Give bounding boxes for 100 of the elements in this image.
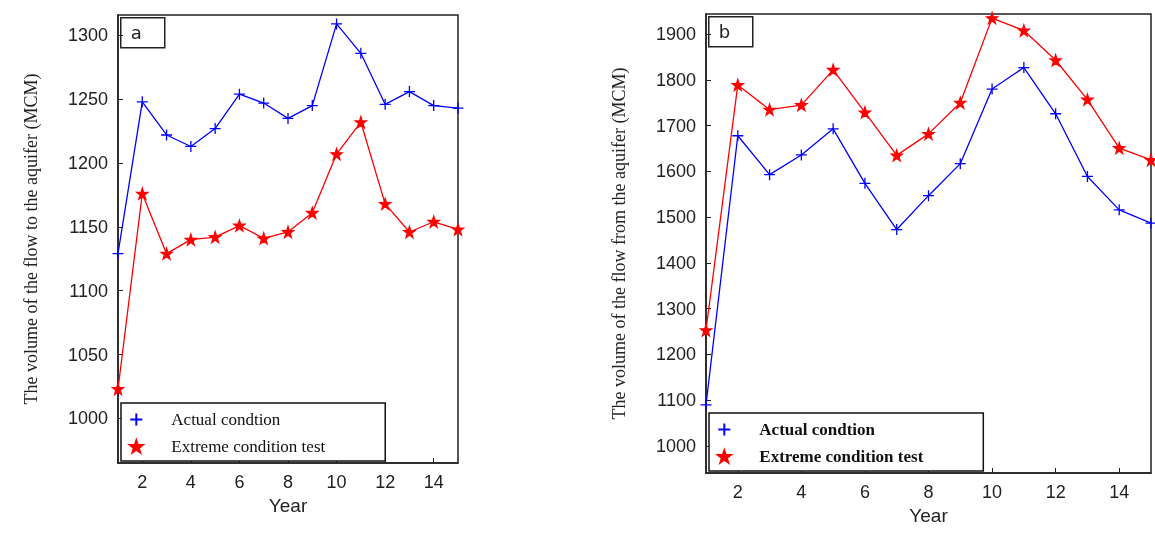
point — [985, 82, 999, 96]
point — [403, 225, 416, 239]
point — [858, 106, 872, 119]
x-tick-label: 14 — [1109, 482, 1130, 502]
point — [985, 11, 999, 25]
legend-label: Actual condtion — [171, 410, 281, 429]
point — [354, 116, 368, 129]
point — [699, 324, 713, 337]
y-tick-label: 1800 — [655, 69, 696, 90]
legend-label: Extreme condition test — [171, 437, 326, 456]
point — [1049, 107, 1062, 120]
x-tick-label: 12 — [1045, 482, 1066, 502]
point — [1144, 216, 1155, 230]
point — [699, 398, 713, 411]
point — [451, 102, 465, 115]
x-tick-label: 8 — [923, 482, 934, 502]
x-tick-label: 14 — [423, 472, 444, 492]
x-tick-label: 8 — [282, 472, 294, 492]
y-tick-label: 1250 — [67, 89, 108, 110]
y-tick-label: 1200 — [67, 153, 108, 174]
annotation: b — [718, 21, 731, 43]
point — [136, 187, 149, 200]
point — [1017, 24, 1031, 37]
x-tick-label: 4 — [185, 472, 196, 492]
x-tick-label: 6 — [859, 482, 870, 502]
point — [257, 232, 270, 245]
point — [826, 63, 840, 76]
x-axis-title: Year — [268, 494, 308, 516]
point — [731, 129, 744, 142]
x-tick-label: 2 — [732, 482, 743, 502]
point — [111, 247, 125, 260]
legend-label: Actual condtion — [759, 420, 876, 439]
point — [890, 149, 903, 162]
point — [208, 122, 222, 135]
legend-label: Extreme condition test — [759, 447, 924, 466]
point — [330, 147, 343, 161]
point — [1081, 170, 1094, 183]
y-tick-label: 1150 — [69, 216, 108, 237]
y-tick-label: 1100 — [69, 280, 108, 301]
point — [208, 230, 222, 244]
y-tick-label: 1300 — [655, 298, 696, 319]
point — [954, 157, 967, 170]
point — [826, 122, 840, 136]
annotation: a — [130, 22, 142, 44]
point — [890, 223, 903, 236]
point — [427, 99, 440, 112]
point — [136, 95, 149, 108]
y-axis-title: The volume of the flow from the aquifer (MCM) — [609, 67, 630, 420]
point — [795, 148, 808, 162]
point — [306, 99, 319, 112]
point — [281, 225, 295, 239]
x-tick-label: 2 — [137, 472, 148, 492]
x-tick-label: 12 — [375, 472, 396, 492]
x-axis-title: Year — [909, 504, 949, 526]
y-tick-label: 1100 — [657, 390, 696, 411]
point — [1081, 93, 1094, 106]
point — [160, 128, 173, 142]
point — [1113, 141, 1126, 155]
y-tick-label: 1700 — [655, 115, 696, 136]
point — [403, 85, 416, 98]
point — [354, 47, 368, 60]
y-tick-label: 1600 — [655, 161, 696, 182]
point — [922, 189, 935, 202]
point — [763, 168, 776, 181]
point — [427, 215, 440, 228]
x-tick-label: 10 — [982, 482, 1003, 502]
point — [184, 233, 198, 246]
point — [160, 247, 173, 260]
y-tick-label: 1900 — [655, 24, 696, 45]
point — [731, 78, 744, 92]
point — [858, 177, 872, 190]
x-tick-label: 10 — [326, 472, 347, 492]
point — [1144, 153, 1155, 167]
x-tick-label: 4 — [796, 482, 807, 502]
y-tick-label: 1500 — [655, 207, 696, 228]
y-tick-label: 1000 — [655, 436, 696, 456]
point — [330, 17, 343, 31]
y-axis-title: The volume of the flow to the aquifer (MCM) — [21, 73, 42, 405]
point — [763, 103, 776, 116]
point — [378, 98, 392, 111]
point — [233, 87, 246, 101]
x-tick-label: 6 — [234, 472, 245, 492]
point — [233, 219, 246, 232]
point — [795, 98, 808, 112]
y-tick-label: 1050 — [67, 344, 108, 365]
point — [922, 127, 935, 141]
y-tick-label: 1400 — [655, 252, 696, 273]
y-tick-label: 1000 — [67, 408, 108, 429]
point — [451, 223, 465, 236]
point — [281, 112, 295, 125]
point — [1113, 203, 1126, 217]
point — [378, 197, 392, 211]
point — [184, 140, 198, 153]
y-tick-label: 1200 — [655, 344, 696, 365]
point — [1017, 61, 1031, 74]
point — [954, 96, 967, 109]
point — [306, 206, 319, 219]
point — [111, 382, 125, 396]
y-tick-label: 1300 — [67, 25, 108, 46]
point — [257, 96, 270, 110]
